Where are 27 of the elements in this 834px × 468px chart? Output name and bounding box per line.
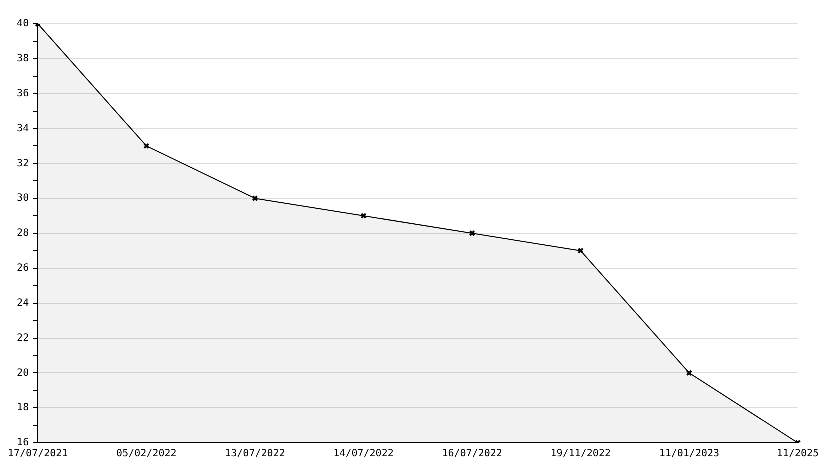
point — [144, 143, 150, 150]
y-tick-label: 34 — [17, 123, 30, 134]
point — [469, 230, 476, 237]
x-tick-label: 14/07/2022 — [334, 448, 394, 460]
y-tick-label: 28 — [17, 228, 30, 240]
x-tick-label: 17/07/2021 — [8, 448, 68, 460]
point — [578, 248, 584, 254]
y-tick-label: 40 — [17, 18, 30, 30]
y-tick-label: 38 — [17, 54, 30, 65]
point — [360, 212, 367, 220]
x-tick-label: 13/07/2022 — [225, 448, 286, 460]
y-tick-label: 18 — [17, 402, 30, 414]
point — [686, 370, 693, 376]
x-tick-label: 05/02/2022 — [116, 448, 177, 460]
y-tick-label: 22 — [17, 332, 30, 344]
y-tick-label: 16 — [17, 438, 30, 449]
x-tick-label: 11/01/2023 — [659, 448, 720, 460]
x-tick-label: 16/07/2022 — [442, 448, 502, 460]
y-tick-label: 20 — [17, 368, 30, 379]
y-tick-label: 36 — [17, 88, 30, 100]
x-tick-label: 11/2025 — [776, 448, 820, 460]
y-tick-label: 24 — [17, 298, 30, 309]
x-tick-label: 19/11/2022 — [550, 448, 611, 460]
y-tick-label: 30 — [17, 193, 30, 204]
y-tick-label: 26 — [17, 263, 30, 274]
point — [252, 195, 258, 202]
y-tick-label: 32 — [17, 158, 30, 170]
